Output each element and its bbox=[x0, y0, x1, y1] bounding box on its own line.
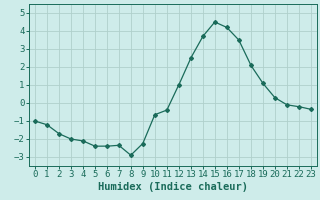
X-axis label: Humidex (Indice chaleur): Humidex (Indice chaleur) bbox=[98, 182, 248, 192]
